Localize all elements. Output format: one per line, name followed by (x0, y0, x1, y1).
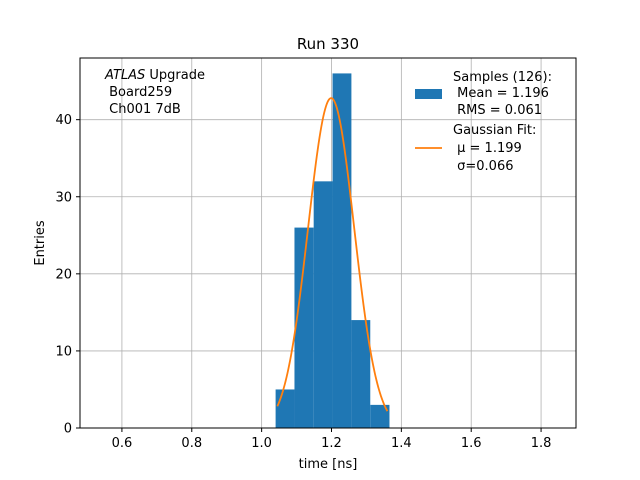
legend-gaussian-line-1: Gaussian Fit: (453, 123, 536, 138)
legend: Samples (126): Mean = 1.196 RMS = 0.061 … (415, 70, 552, 174)
y-tick-label: 40 (55, 113, 72, 128)
histogram-bar (313, 181, 333, 428)
gaussian-fit-curve (276, 97, 389, 412)
y-tick-label: 30 (55, 190, 72, 205)
annotation-line-2: Board259 (105, 85, 172, 100)
annotation-atlas: ATLAS (104, 68, 145, 83)
x-tick-label: 0.8 (181, 436, 202, 451)
x-tick-label: 1.8 (531, 436, 552, 451)
x-tick-label: 1.0 (251, 436, 272, 451)
x-axis-label: time [ns] (299, 457, 358, 472)
histogram-bar (275, 389, 295, 428)
annotation-line-3: Ch001 7dB (105, 102, 181, 117)
x-tick-label: 1.4 (391, 436, 412, 451)
x-tick-label: 0.6 (112, 436, 133, 451)
plot-frame (79, 57, 577, 429)
annotation-line-1: ATLAS Upgrade (104, 68, 205, 83)
legend-samples-line-1: Samples (126): (453, 70, 552, 85)
legend-gaussian-line-2: μ = 1.199 (453, 141, 522, 156)
legend-patch-samples (415, 89, 442, 99)
histogram-bars (275, 73, 390, 429)
x-axis-ticks: 0.6 0.8 1.0 1.2 1.4 1.6 1.8 (112, 428, 552, 451)
histogram-bar (351, 320, 371, 428)
annotation-upgrade: Upgrade (145, 68, 205, 83)
legend-samples-line-3: RMS = 0.061 (453, 103, 542, 118)
y-tick-label: 0 (64, 422, 72, 437)
histogram-bar (332, 73, 352, 429)
histogram-bar (294, 227, 314, 428)
annotation-text: ATLAS Upgrade Board259 Ch001 7dB (104, 68, 205, 117)
y-tick-label: 20 (55, 267, 72, 282)
legend-samples-line-2: Mean = 1.196 (453, 86, 549, 101)
histogram-bar (370, 404, 390, 428)
x-tick-label: 1.6 (461, 436, 482, 451)
y-axis-label: Entries (33, 220, 48, 266)
y-axis-ticks: 0 10 20 30 40 (55, 113, 80, 437)
chart-title: Run 330 (297, 35, 359, 53)
y-tick-label: 10 (55, 344, 72, 359)
gaussian-fit (276, 97, 389, 412)
x-tick-label: 1.2 (321, 436, 342, 451)
legend-gaussian-line-3: σ=0.066 (453, 159, 513, 174)
